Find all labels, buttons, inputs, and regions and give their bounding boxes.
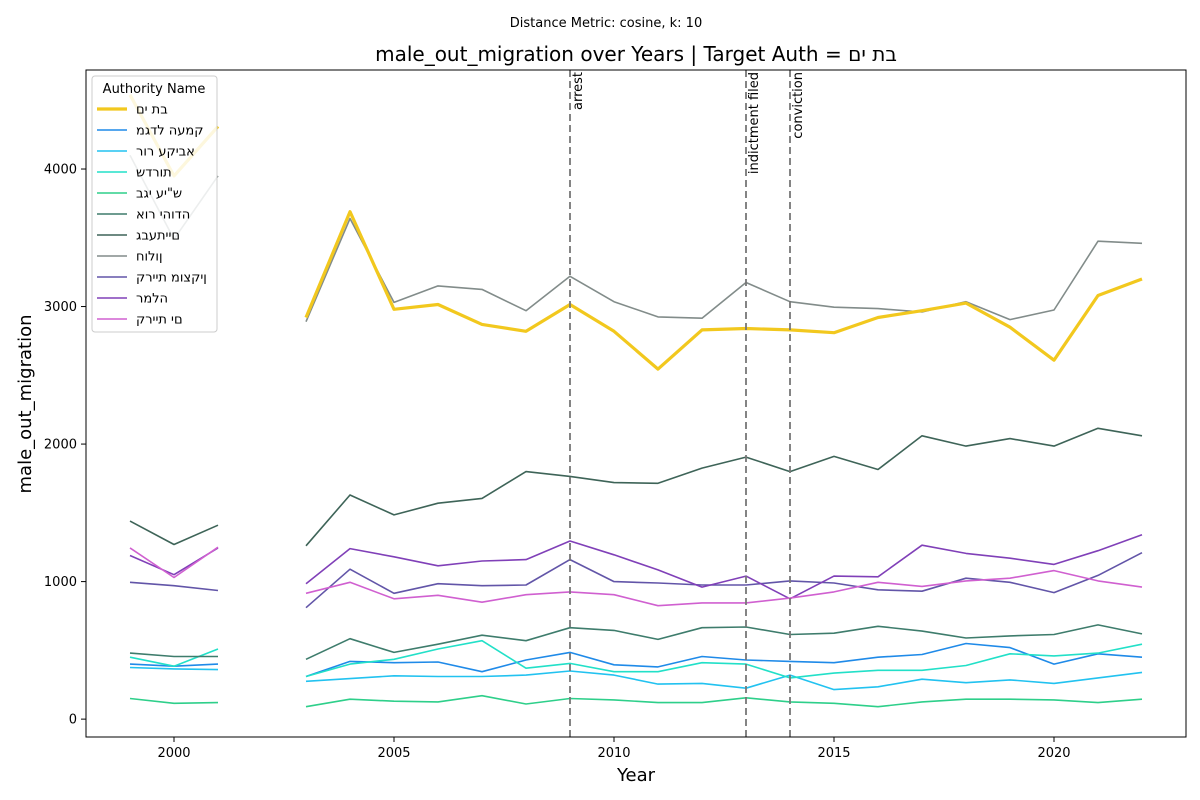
legend-label: ש"יע יגב <box>136 187 182 202</box>
legend-label: ןיקצומ תיירק <box>136 271 207 286</box>
event-label: conviction <box>791 72 806 139</box>
series-line <box>129 639 1143 679</box>
legend-label: םי תיירק <box>136 313 183 328</box>
series-line <box>129 546 1143 607</box>
chart-suptitle: Distance Metric: cosine, k: 10 <box>510 16 702 31</box>
x-tick-label: 2015 <box>817 746 850 761</box>
y-axis: 0 1000 2000 3000 4000 <box>44 163 86 728</box>
event-markers: arrest indictment filed conviction <box>569 70 806 737</box>
series-line <box>128 94 1143 371</box>
x-tick-label: 2000 <box>157 746 190 761</box>
y-tick-label: 0 <box>69 713 77 728</box>
series-line <box>129 534 1143 600</box>
legend-items: בת ים קמעה לדגמ אביקע רור תורדש ש"יע יגב הדוה… <box>97 103 207 328</box>
legend: Authority Name בת ים קמעה לדגמ אביקע רור תו… <box>91 75 218 333</box>
plot-frame <box>85 69 1187 738</box>
legend-title: Authority Name <box>103 82 206 97</box>
chart-title: male_out_migration over Years | Target A… <box>375 42 897 66</box>
series-line <box>129 551 1143 609</box>
y-tick-label: 1000 <box>44 575 77 590</box>
legend-label: בת ים <box>136 103 168 118</box>
legend-label: קמעה לדגמ <box>136 124 204 139</box>
x-tick-label: 2005 <box>377 746 410 761</box>
series-line <box>129 666 1143 691</box>
y-tick-label: 4000 <box>44 163 77 178</box>
series-line <box>129 694 1143 708</box>
legend-label: הדוהי רוא <box>136 208 190 223</box>
series-line <box>129 154 1143 323</box>
legend-label: םייתעבג <box>136 229 180 244</box>
y-axis-label: male_out_migration <box>15 315 36 494</box>
series-line <box>129 427 1143 547</box>
series-layer <box>128 94 1143 708</box>
x-tick-label: 2020 <box>1037 746 1070 761</box>
legend-box <box>91 75 218 333</box>
legend-label: הלמר <box>136 292 168 307</box>
y-tick-label: 3000 <box>44 300 77 315</box>
x-tick-label: 2010 <box>597 746 630 761</box>
x-axis: 2000 2005 2010 2015 2020 <box>157 737 1071 761</box>
y-tick-label: 2000 <box>44 438 77 453</box>
legend-label: תורדש <box>136 166 172 181</box>
event-label: arrest <box>571 72 586 110</box>
series-line <box>129 624 1143 661</box>
event-label: indictment filed <box>747 72 762 174</box>
legend-label: אביקע רור <box>136 145 195 160</box>
x-axis-label: Year <box>616 765 656 786</box>
legend-label: ןולוח <box>136 250 163 265</box>
